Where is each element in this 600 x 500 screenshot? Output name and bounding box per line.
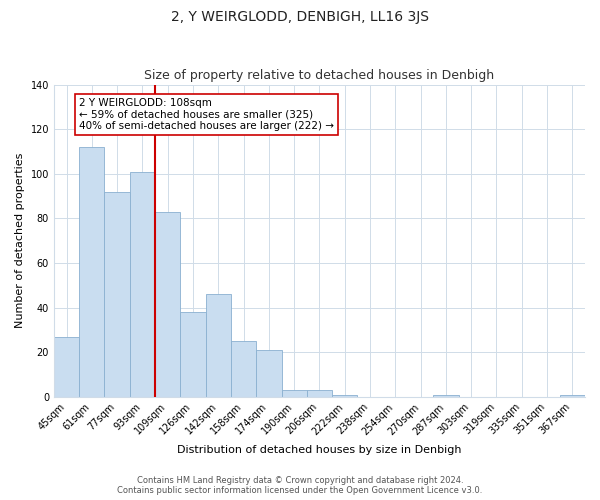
Bar — [560, 394, 585, 397]
Bar — [206, 294, 231, 397]
Text: 2, Y WEIRGLODD, DENBIGH, LL16 3JS: 2, Y WEIRGLODD, DENBIGH, LL16 3JS — [171, 10, 429, 24]
Y-axis label: Number of detached properties: Number of detached properties — [15, 153, 25, 328]
Bar — [256, 350, 281, 397]
Bar — [307, 390, 332, 397]
Bar — [155, 212, 181, 397]
Bar — [79, 147, 104, 397]
Bar — [231, 341, 256, 397]
X-axis label: Distribution of detached houses by size in Denbigh: Distribution of detached houses by size … — [177, 445, 462, 455]
Bar — [181, 312, 206, 397]
Bar — [54, 336, 79, 397]
Text: 2 Y WEIRGLODD: 108sqm
← 59% of detached houses are smaller (325)
40% of semi-det: 2 Y WEIRGLODD: 108sqm ← 59% of detached … — [79, 98, 334, 131]
Title: Size of property relative to detached houses in Denbigh: Size of property relative to detached ho… — [145, 69, 494, 82]
Bar — [130, 172, 155, 397]
Bar — [332, 394, 358, 397]
Bar — [281, 390, 307, 397]
Bar — [433, 394, 458, 397]
Bar — [104, 192, 130, 397]
Text: Contains HM Land Registry data © Crown copyright and database right 2024.
Contai: Contains HM Land Registry data © Crown c… — [118, 476, 482, 495]
